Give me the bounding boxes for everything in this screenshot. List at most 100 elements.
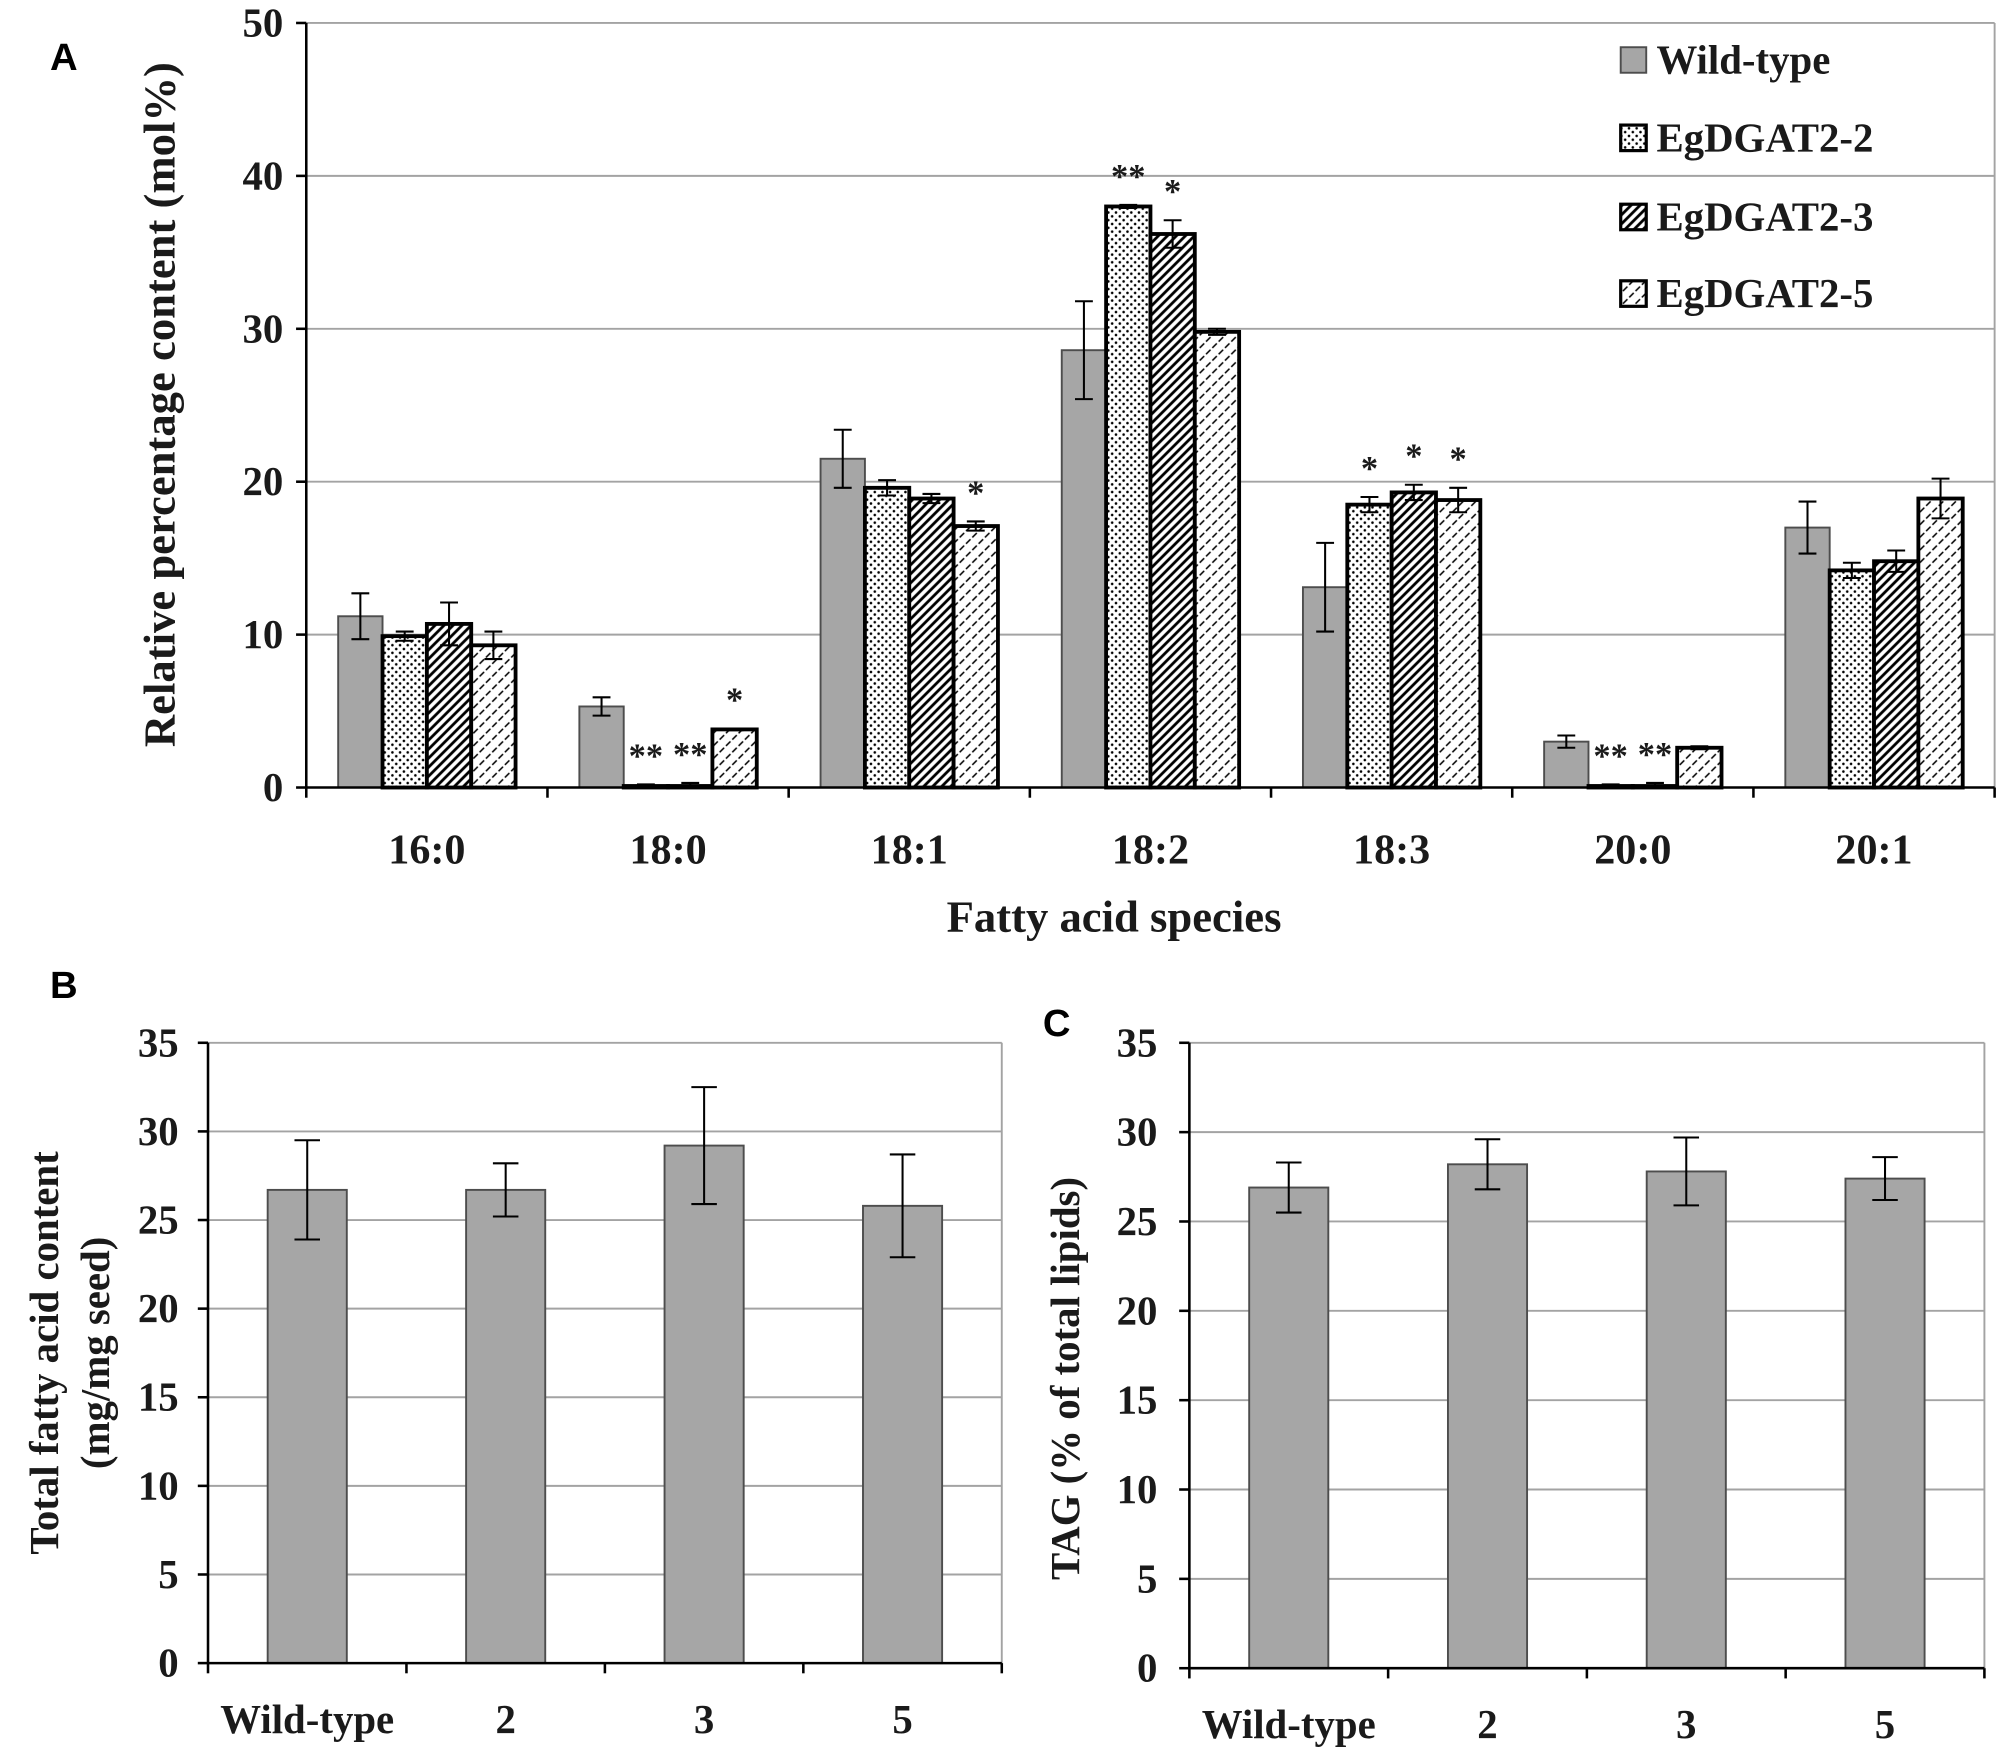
panel-a-bar-egdgat2-5-18-1	[951, 524, 1000, 790]
panel-b-x-tick-label-3: 3	[694, 1697, 714, 1742]
panel-a-error-bar-wild-type-18-0	[592, 696, 611, 717]
panel-a-error-bar-egdgat2-3-20-1	[1887, 549, 1906, 573]
panel-a-x-tick-label-18-1: 18:1	[871, 827, 948, 874]
panel-a-error-bar-egdgat2-5-20-1	[1931, 477, 1950, 520]
panel-c-letter: C	[1043, 1002, 1071, 1045]
panel-a-bar-egdgat2-2-20-1	[1827, 568, 1876, 790]
panel-c-y-tick-label-30: 30	[1117, 1110, 1158, 1155]
panel-c-error-bar-value-5	[1872, 1156, 1898, 1202]
panel-a-error-bar-wild-type-20-1	[1798, 500, 1817, 555]
panel-a-x-tick-label-20-1: 20:1	[1835, 827, 1912, 874]
panel-a-bar-wild-type-18-2	[1060, 349, 1108, 789]
panel-a-error-bar-egdgat2-5-16-0	[484, 630, 503, 661]
panel-c-y-tick-label-10: 10	[1117, 1467, 1158, 1512]
panel-a-bar-egdgat2-5-20-1	[1916, 496, 1965, 790]
panel-c-error-bar-value-wild-type	[1275, 1161, 1302, 1214]
panel-a-error-bar-wild-type-18-1	[833, 428, 852, 489]
panel-a-error-bar-wild-type-18-2	[1074, 300, 1093, 401]
panel-a-legend-swatch-egdgat2-2	[1619, 123, 1648, 153]
panel-b-bar-value-2	[465, 1188, 547, 1665]
panel-a-bar-egdgat2-2-18-2	[1104, 204, 1153, 790]
panel-c-x-tick-label-wild-type: Wild-type	[1202, 1702, 1376, 1747]
panel-a-significance-egdgat2-3-18-3: *	[1405, 438, 1422, 476]
panel-a-significance-egdgat2-2-18-3: *	[1361, 450, 1378, 488]
panel-a-x-tick-label-18-0: 18:0	[629, 827, 706, 874]
panel-b-y-tick-label-35: 35	[138, 1020, 179, 1065]
panel-a-bar-egdgat2-5-18-3	[1434, 498, 1483, 790]
panel-a-significance-egdgat2-5-18-1: *	[967, 474, 984, 512]
panel-a-error-bar-egdgat2-5-18-3	[1449, 486, 1468, 514]
panel-b-error-bar-value-5	[889, 1153, 916, 1259]
panel-a-bar-wild-type-18-0	[578, 705, 625, 789]
panel-a-error-bar-egdgat2-3-16-0	[440, 601, 458, 647]
panel-c-y-axis-title: TAG (% of total lipids)	[1043, 1177, 1088, 1580]
panel-b-y-axis-title-line-2: (mg/mg seed)	[73, 1237, 118, 1469]
panel-a-error-bar-egdgat2-2-16-0	[395, 630, 414, 642]
panel-b-bar-value-3	[663, 1144, 745, 1665]
panel-a-error-bar-egdgat2-3-18-1	[922, 492, 941, 505]
panel-a-bar-egdgat2-3-18-1	[907, 496, 956, 790]
panel-a-error-bar-egdgat2-5-18-1	[966, 520, 985, 532]
panel-a-y-tick-label-0: 0	[263, 765, 283, 810]
panel-b-bar-value-5	[862, 1204, 944, 1665]
panel-c-y-tick-label-5: 5	[1137, 1556, 1157, 1601]
panel-a-error-bar-egdgat2-2-20-1	[1842, 561, 1861, 580]
panel-a-legend-label-egdgat2-2: EgDGAT2-2	[1656, 115, 1873, 160]
panel-a-legend-swatch-egdgat2-3	[1619, 202, 1648, 232]
panel-a-bar-egdgat2-3-18-2	[1148, 232, 1197, 790]
panel-a-bar-egdgat2-5-20-0	[1675, 745, 1724, 790]
panel-a-bar-wild-type-18-1	[819, 457, 866, 789]
panel-a-legend-swatch-wild-type	[1619, 46, 1648, 74]
panel-b-error-bar-value-2	[492, 1162, 519, 1218]
panel-a-error-bar-egdgat2-2-18-2	[1119, 203, 1138, 210]
panel-a-y-tick-label-50: 50	[242, 0, 283, 45]
panel-a-bar-wild-type-20-1	[1784, 526, 1831, 789]
panel-a-significance-egdgat2-5-18-3: *	[1450, 441, 1467, 479]
panel-a-error-bar-egdgat2-3-18-3	[1404, 483, 1423, 502]
panel-a-y-axis-title: Relative percentage content (mol%)	[135, 62, 185, 747]
panel-a-error-bar-egdgat2-2-18-3	[1360, 495, 1379, 514]
panel-a-error-bar-wild-type-18-3	[1316, 541, 1335, 633]
panel-a-error-bar-egdgat2-3-18-2	[1163, 219, 1182, 249]
panel-a-significance-egdgat2-2-18-0: **	[629, 737, 663, 775]
panel-a-significance-egdgat2-3-18-2: *	[1164, 173, 1181, 211]
panel-a-error-bar-egdgat2-5-18-0	[725, 727, 744, 732]
panel-b-x-tick-label-5: 5	[892, 1697, 912, 1742]
panel-c-bar-value-5	[1844, 1177, 1926, 1670]
panel-a-bar-egdgat2-2-16-0	[380, 634, 429, 790]
panel-a-bar-egdgat2-5-18-0	[710, 727, 759, 790]
panel-a-x-tick-label-18-2: 18:2	[1112, 827, 1189, 874]
panel-a-significance-egdgat2-3-18-0: **	[673, 736, 707, 774]
panel-b-y-tick-label-5: 5	[158, 1552, 178, 1597]
panel-c-bar-value-3	[1645, 1170, 1727, 1670]
panel-c-x-tick-label-5: 5	[1875, 1702, 1895, 1747]
panel-a-y-tick-label-40: 40	[242, 153, 283, 198]
panel-a-error-bar-wild-type-20-0	[1557, 734, 1576, 749]
panel-a-legend-label-egdgat2-3: EgDGAT2-3	[1656, 194, 1873, 239]
panel-b-y-tick-label-0: 0	[158, 1641, 178, 1686]
panel-b-y-tick-label-20: 20	[138, 1286, 179, 1331]
panel-c-y-tick-label-20: 20	[1117, 1288, 1158, 1333]
panel-a-bar-egdgat2-3-16-0	[424, 621, 474, 790]
panel-a-legend-label-wild-type: Wild-type	[1656, 37, 1830, 82]
panel-b-y-tick-label-15: 15	[138, 1375, 179, 1420]
panel-a-error-bar-egdgat2-5-18-2	[1208, 327, 1226, 336]
panel-c-bar-value-wild-type	[1248, 1186, 1330, 1670]
panel-a-significance-egdgat2-2-20-0: **	[1593, 737, 1627, 775]
panel-a-bar-egdgat2-3-18-3	[1389, 490, 1438, 790]
panel-a-x-tick-label-18-3: 18:3	[1353, 827, 1430, 874]
panel-c-x-tick-label-2: 2	[1477, 1702, 1497, 1747]
panel-a-bar-egdgat2-2-18-3	[1345, 502, 1394, 790]
panel-c-error-bar-value-2	[1474, 1138, 1501, 1191]
panel-a-bar-egdgat2-2-18-1	[862, 485, 912, 790]
panel-c-bar-value-2	[1446, 1163, 1529, 1670]
panel-b-y-axis-title-line-1: Total fatty acid content	[22, 1151, 67, 1555]
panel-a-x-axis-title: Fatty acid species	[947, 891, 1282, 941]
panel-c-y-tick-label-25: 25	[1117, 1199, 1158, 1244]
panel-b-y-tick-label-25: 25	[138, 1198, 179, 1243]
panel-a-legend-label-egdgat2-5: EgDGAT2-5	[1656, 271, 1873, 316]
panel-b-bar-value-wild-type	[266, 1188, 348, 1665]
